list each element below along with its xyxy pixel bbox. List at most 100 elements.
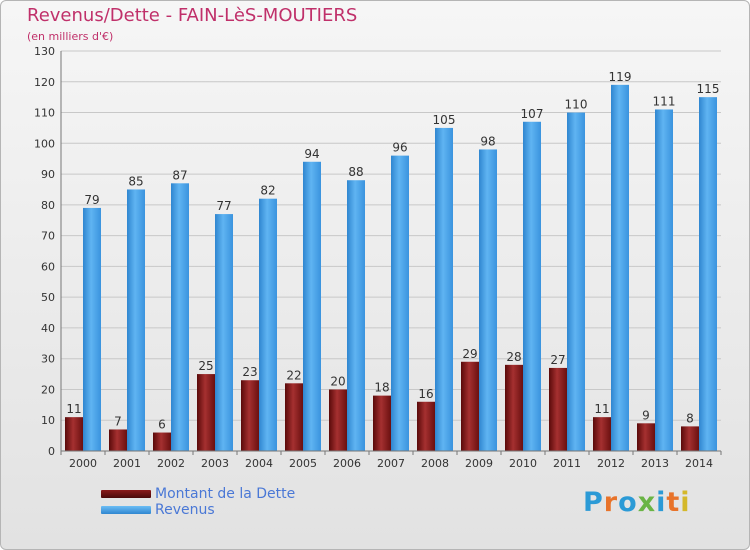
data-label-revenus-2003: 77	[216, 199, 231, 213]
data-label-revenus-2005: 94	[304, 147, 319, 161]
x-tick-label-2010: 2010	[509, 457, 537, 470]
chart-subtitle: (en milliers d'€)	[27, 30, 114, 43]
y-tick-label: 70	[41, 230, 55, 243]
bar-dette-2012	[593, 417, 611, 451]
x-tick-label-2000: 2000	[69, 457, 97, 470]
bar-dette-2007	[373, 395, 391, 451]
bar-revenus-2012	[611, 84, 629, 451]
data-label-revenus-2009: 98	[480, 134, 495, 148]
data-label-dette-2001: 7	[114, 414, 122, 428]
data-label-revenus-2008: 105	[433, 113, 456, 127]
bar-dette-2002	[153, 432, 171, 451]
chart-title: Revenus/Dette - FAIN-LèS-MOUTIERS	[27, 5, 358, 26]
bar-revenus-2005	[303, 161, 321, 451]
data-label-dette-2009: 29	[462, 347, 477, 361]
logo-letter: r	[603, 487, 619, 518]
bar-revenus-2014	[699, 97, 717, 452]
bar-revenus-2008	[435, 127, 453, 451]
data-label-dette-2012: 11	[594, 402, 609, 416]
logo-letter: t	[666, 487, 681, 518]
data-label-revenus-2002: 87	[172, 168, 187, 182]
bar-dette-2008	[417, 401, 435, 451]
legend-item-revenus: Revenus	[101, 502, 295, 518]
bar-dette-2004	[241, 380, 259, 451]
logo-letter: i	[680, 487, 691, 518]
bar-dette-2014	[681, 426, 699, 451]
data-label-revenus-2004: 82	[260, 184, 275, 198]
y-tick-label: 130	[34, 45, 55, 58]
x-tick-label-2014: 2014	[685, 457, 713, 470]
y-tick-label: 10	[41, 414, 55, 427]
y-tick-label: 80	[41, 199, 55, 212]
x-tick-label-2001: 2001	[113, 457, 141, 470]
data-label-dette-2000: 11	[66, 402, 81, 416]
legend-swatch-dette	[101, 490, 151, 498]
bar-revenus-2001	[127, 189, 145, 451]
data-label-dette-2013: 9	[642, 408, 650, 422]
bar-dette-2010	[505, 364, 523, 451]
x-tick-label-2006: 2006	[333, 457, 361, 470]
y-tick-label: 90	[41, 168, 55, 181]
bar-revenus-2003	[215, 214, 233, 451]
logo-letter: P	[583, 487, 604, 518]
bar-dette-2000	[65, 417, 83, 451]
y-tick-label: 100	[34, 137, 55, 150]
data-label-dette-2008: 16	[418, 387, 433, 401]
data-label-dette-2011: 27	[550, 353, 565, 367]
data-label-revenus-2012: 119	[609, 70, 632, 84]
legend-label-revenus: Revenus	[155, 502, 215, 518]
data-label-dette-2004: 23	[242, 365, 257, 379]
legend: Montant de la Dette Revenus	[101, 486, 295, 518]
y-tick-label: 20	[41, 383, 55, 396]
y-tick-label: 40	[41, 322, 55, 335]
bar-revenus-2011	[567, 112, 585, 452]
legend-label-dette: Montant de la Dette	[155, 486, 296, 502]
x-tick-label-2009: 2009	[465, 457, 493, 470]
data-label-revenus-2014: 115	[697, 82, 720, 96]
x-tick-label-2008: 2008	[421, 457, 449, 470]
data-label-dette-2002: 6	[158, 418, 166, 432]
data-label-dette-2014: 8	[686, 411, 694, 425]
data-label-revenus-2007: 96	[392, 141, 407, 155]
bar-dette-2005	[285, 383, 303, 451]
data-label-revenus-2013: 111	[653, 94, 676, 108]
x-tick-label-2005: 2005	[289, 457, 317, 470]
bar-dette-2013	[637, 423, 655, 451]
bar-dette-2001	[109, 429, 127, 451]
data-label-revenus-2006: 88	[348, 165, 363, 179]
bar-revenus-2013	[655, 109, 673, 451]
bar-revenus-2007	[391, 155, 409, 451]
bar-revenus-2010	[523, 121, 541, 452]
bar-dette-2003	[197, 374, 215, 451]
data-label-dette-2007: 18	[374, 381, 389, 395]
x-tick-label-2003: 2003	[201, 457, 229, 470]
x-tick-label-2013: 2013	[641, 457, 669, 470]
bar-dette-2011	[549, 367, 567, 451]
data-label-dette-2003: 25	[198, 359, 213, 373]
logo-letter: i	[656, 487, 667, 518]
bar-revenus-2002	[171, 183, 189, 452]
bar-revenus-2006	[347, 180, 365, 451]
y-tick-label: 120	[34, 76, 55, 89]
y-tick-label: 110	[34, 107, 55, 120]
bar-revenus-2009	[479, 149, 497, 451]
data-label-dette-2006: 20	[330, 374, 345, 388]
data-label-revenus-2011: 110	[565, 98, 588, 112]
x-tick-label-2002: 2002	[157, 457, 185, 470]
y-tick-label: 50	[41, 291, 55, 304]
logo-letter: x	[637, 487, 657, 518]
proxiti-logo: Proxiti	[583, 487, 691, 518]
logo-letter: o	[618, 487, 638, 518]
y-tick-label: 30	[41, 353, 55, 366]
y-tick-label: 0	[48, 445, 55, 458]
bar-revenus-2000	[83, 207, 101, 451]
data-label-revenus-2001: 85	[128, 174, 143, 188]
x-tick-label-2004: 2004	[245, 457, 273, 470]
x-tick-label-2012: 2012	[597, 457, 625, 470]
data-label-dette-2005: 22	[286, 368, 301, 382]
legend-item-dette: Montant de la Dette	[101, 486, 295, 502]
x-tick-label-2007: 2007	[377, 457, 405, 470]
data-label-dette-2010: 28	[506, 350, 521, 364]
